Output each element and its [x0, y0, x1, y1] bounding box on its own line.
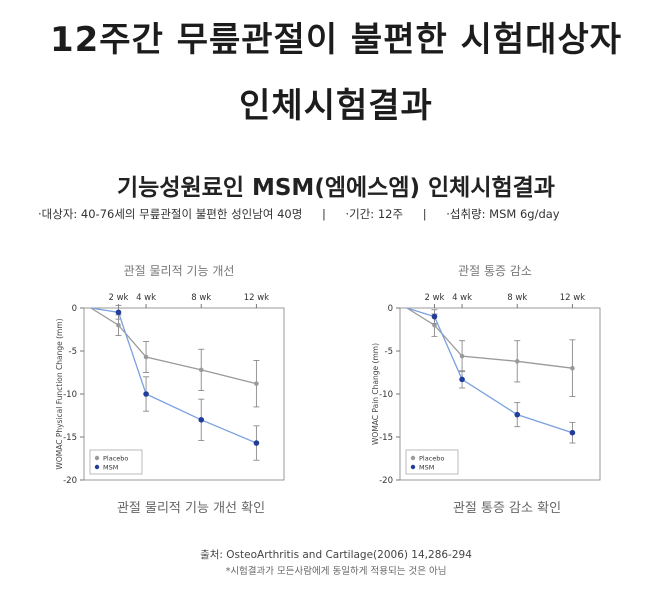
data-point-msm	[514, 411, 521, 418]
data-point-msm	[431, 313, 438, 320]
x-tick-label: 12 wk	[244, 293, 269, 303]
series-line-msm	[406, 307, 573, 434]
data-point-placebo	[254, 381, 259, 386]
legend-box	[89, 449, 143, 475]
data-point-placebo	[143, 354, 149, 360]
legend-label: Placebo	[419, 455, 444, 463]
chart-caption-function: 관절 물리적 기능 개선 확인	[116, 501, 266, 516]
y-tick-label: -5	[69, 347, 77, 357]
legend-marker	[410, 455, 416, 461]
headline-line-1: 12주간 무릎관절이 불편한 시험대상자	[49, 20, 623, 60]
x-tick-label: 8 wk	[191, 293, 211, 303]
study-info: ·대상자: 40-76세의 무릎관절이 불편한 성인남여 40명 | ·기간: …	[38, 206, 638, 222]
y-tick-label: -20	[379, 476, 393, 485]
chart-caption-pain: 관절 통증 감소 확인	[452, 501, 562, 516]
separator: |	[422, 207, 427, 221]
y-tick-label: -5	[385, 347, 393, 357]
data-point-placebo	[198, 367, 204, 373]
data-point-placebo	[570, 365, 575, 371]
y-tick-label: 0	[72, 304, 77, 314]
data-point-msm	[569, 429, 576, 436]
x-tick-label: 2 wk	[108, 293, 128, 303]
data-point-placebo	[459, 353, 465, 359]
x-tick-label: 4 wk	[452, 293, 472, 303]
x-tick-label: 12 wk	[560, 293, 585, 303]
legend-marker	[94, 455, 100, 461]
y-tick-label: -10	[63, 390, 77, 400]
data-point-placebo	[432, 322, 437, 328]
legend-box	[405, 449, 459, 475]
y-axis-label: WOMAC Physical Function Change (mm)	[55, 318, 64, 469]
separator: |	[321, 207, 326, 221]
chart-physical-function: 2 wk 4 wk 8 wk 12 wk 0 -5 -10 -15 -20 WOMAC Physi…	[55, 293, 285, 485]
y-tick-label: 0	[388, 304, 393, 314]
series-line-msm	[90, 307, 257, 444]
headline-line-2: 인체시험결과	[239, 86, 433, 126]
x-tick-label: 8 wk	[507, 293, 527, 303]
data-point-msm	[253, 440, 260, 446]
disclaimer-note: *시험결과가 모든사람에게 동일하게 적용되는 것은 아님	[225, 566, 447, 577]
y-axis-label: WOMAC Pain Change (mm)	[371, 343, 380, 445]
y-tick-label: -20	[63, 476, 77, 485]
x-tick-label: 4 wk	[136, 293, 156, 303]
period-info: ·기간: 12주	[345, 207, 404, 221]
x-tick-label: 2 wk	[424, 293, 444, 303]
data-point-msm	[198, 417, 205, 423]
subtitle: 기능성원료인 MSM(엠에스엠) 인체시험결과	[117, 175, 555, 201]
data-point-msm	[115, 309, 122, 316]
legend-marker	[410, 464, 416, 470]
legend-label: Placebo	[103, 455, 128, 463]
y-tick-label: -15	[63, 433, 77, 443]
data-point-placebo	[116, 322, 121, 328]
subjects-info: ·대상자: 40-76세의 무릎관절이 불편한 성인남여 40명	[38, 207, 303, 221]
dose-info: ·섭취량: MSM 6g/day	[446, 207, 560, 221]
data-point-msm	[143, 391, 149, 397]
data-point-placebo	[514, 359, 520, 364]
legend-marker	[94, 464, 100, 470]
source-citation: 출처: OsteoArthritis and Cartilage(2006) 1…	[200, 549, 472, 561]
chart-title-function: 관절 물리적 기능 개선	[123, 264, 235, 278]
y-tick-label: -10	[379, 390, 393, 400]
legend-label: MSM	[103, 464, 118, 472]
chart-pain: 2 wk 4 wk 8 wk 12 wk 0 -5 -10 -15 -20 WOMAC Pain …	[371, 293, 601, 485]
data-point-msm	[459, 376, 465, 383]
y-tick-label: -15	[379, 433, 393, 443]
chart-title-pain: 관절 통증 감소	[458, 264, 532, 278]
legend-label: MSM	[419, 464, 434, 472]
